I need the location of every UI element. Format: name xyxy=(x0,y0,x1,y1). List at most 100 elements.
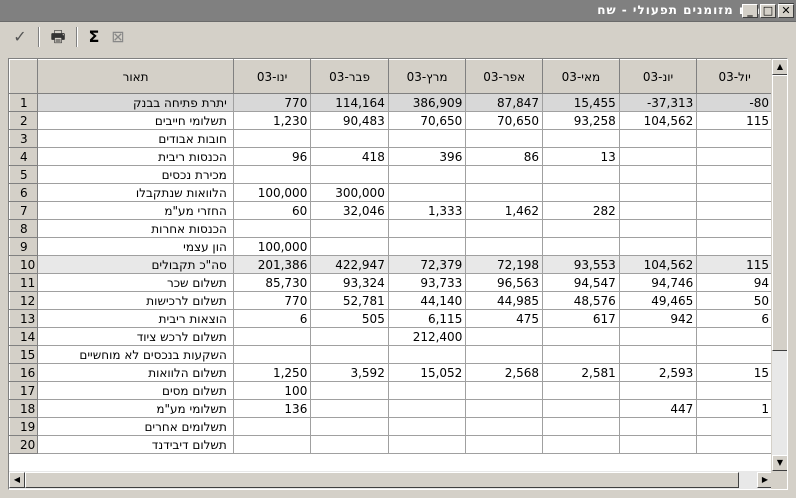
printer-icon[interactable]: 🖶 xyxy=(50,27,66,46)
value-cell[interactable]: 422,947 xyxy=(310,255,389,274)
row-number[interactable]: 19 xyxy=(9,417,39,436)
row-number[interactable]: 13 xyxy=(9,309,39,328)
value-cell[interactable] xyxy=(310,435,389,454)
value-cell[interactable]: -37,313 xyxy=(618,93,698,112)
description-header[interactable]: תאור xyxy=(37,59,234,94)
value-cell[interactable] xyxy=(310,399,389,418)
row-description[interactable]: תשלומי מע"מ xyxy=(37,399,234,418)
value-cell[interactable] xyxy=(618,327,698,346)
value-cell[interactable] xyxy=(618,165,698,184)
row-description[interactable]: תשלומי חייבים xyxy=(37,111,234,130)
value-cell[interactable] xyxy=(310,165,389,184)
value-cell[interactable] xyxy=(387,237,467,256)
row-description[interactable]: הון עצמי xyxy=(37,237,234,256)
value-cell[interactable] xyxy=(232,327,312,346)
minimize-button[interactable]: _ xyxy=(742,4,758,18)
value-cell[interactable] xyxy=(232,129,312,148)
close-button[interactable]: ✕ xyxy=(778,4,794,18)
row-description[interactable]: תשלום לרכישות xyxy=(37,291,234,310)
value-cell[interactable]: 386,909 xyxy=(387,93,467,112)
value-cell[interactable]: 770 xyxy=(232,93,312,112)
value-cell[interactable] xyxy=(696,147,773,166)
value-cell[interactable] xyxy=(542,381,620,400)
row-description[interactable]: תשלום דיבידנד xyxy=(37,435,234,454)
value-cell[interactable]: 115 xyxy=(696,255,773,274)
value-cell[interactable] xyxy=(542,219,620,238)
row-number[interactable]: 20 xyxy=(9,435,39,454)
value-cell[interactable] xyxy=(465,345,544,364)
value-cell[interactable]: 1 xyxy=(696,399,773,418)
value-cell[interactable]: 94,547 xyxy=(542,273,620,292)
maximize-button[interactable]: □ xyxy=(760,4,776,18)
value-cell[interactable]: 396 xyxy=(387,147,467,166)
value-cell[interactable]: 6 xyxy=(232,309,312,328)
value-cell[interactable]: 100,000 xyxy=(232,237,312,256)
month-header[interactable]: מרץ-03 xyxy=(387,59,467,94)
value-cell[interactable]: 86 xyxy=(465,147,544,166)
value-cell[interactable]: 70,650 xyxy=(387,111,467,130)
row-description[interactable]: תשלום לרכש ציוד xyxy=(37,327,234,346)
value-cell[interactable] xyxy=(387,417,467,436)
excel-icon[interactable]: ⊠ xyxy=(111,27,125,46)
value-cell[interactable]: 447 xyxy=(618,399,698,418)
value-cell[interactable]: 93,553 xyxy=(542,255,620,274)
value-cell[interactable]: 93,324 xyxy=(310,273,389,292)
value-cell[interactable] xyxy=(310,381,389,400)
check-icon[interactable]: ✓ xyxy=(13,27,27,46)
value-cell[interactable] xyxy=(696,165,773,184)
value-cell[interactable] xyxy=(542,237,620,256)
value-cell[interactable] xyxy=(310,417,389,436)
value-cell[interactable] xyxy=(310,129,389,148)
row-description[interactable]: תשלומים אחרים xyxy=(37,417,234,436)
row-number[interactable]: 3 xyxy=(9,129,39,148)
value-cell[interactable] xyxy=(696,129,773,148)
value-cell[interactable] xyxy=(465,435,544,454)
value-cell[interactable]: 1,250 xyxy=(232,363,312,382)
row-number[interactable]: 10 xyxy=(9,255,39,274)
value-cell[interactable] xyxy=(696,219,773,238)
value-cell[interactable] xyxy=(618,147,698,166)
value-cell[interactable]: 942 xyxy=(618,309,698,328)
value-cell[interactable]: 52,781 xyxy=(310,291,389,310)
row-number[interactable]: 17 xyxy=(9,381,39,400)
month-header[interactable]: מאי-03 xyxy=(542,59,620,94)
row-description[interactable]: תשלום שכר xyxy=(37,273,234,292)
value-cell[interactable]: 3,592 xyxy=(310,363,389,382)
value-cell[interactable] xyxy=(465,399,544,418)
value-cell[interactable] xyxy=(618,219,698,238)
value-cell[interactable] xyxy=(696,201,773,220)
value-cell[interactable] xyxy=(387,183,467,202)
value-cell[interactable] xyxy=(387,219,467,238)
value-cell[interactable]: 44,985 xyxy=(465,291,544,310)
value-cell[interactable] xyxy=(618,201,698,220)
value-cell[interactable]: 115 xyxy=(696,111,773,130)
value-cell[interactable] xyxy=(387,129,467,148)
row-number[interactable]: 7 xyxy=(9,201,39,220)
value-cell[interactable]: 2,581 xyxy=(542,363,620,382)
horizontal-scrollbar[interactable]: ◀ ▶ xyxy=(9,471,773,489)
value-cell[interactable]: 1,333 xyxy=(387,201,467,220)
value-cell[interactable]: 15,455 xyxy=(542,93,620,112)
value-cell[interactable]: 96,563 xyxy=(465,273,544,292)
value-cell[interactable]: 505 xyxy=(310,309,389,328)
value-cell[interactable] xyxy=(618,237,698,256)
value-cell[interactable]: 94 xyxy=(696,273,773,292)
value-cell[interactable] xyxy=(542,165,620,184)
value-cell[interactable]: 212,400 xyxy=(387,327,467,346)
value-cell[interactable]: 1,230 xyxy=(232,111,312,130)
value-cell[interactable]: 85,730 xyxy=(232,273,312,292)
value-cell[interactable]: 418 xyxy=(310,147,389,166)
scroll-down-button[interactable]: ▼ xyxy=(772,455,787,471)
row-number[interactable]: 4 xyxy=(9,147,39,166)
row-number[interactable]: 16 xyxy=(9,363,39,382)
value-cell[interactable] xyxy=(232,165,312,184)
value-cell[interactable]: 6,115 xyxy=(387,309,467,328)
value-cell[interactable] xyxy=(618,417,698,436)
row-description[interactable]: יתרת פתיחה בבנק xyxy=(37,93,234,112)
value-cell[interactable] xyxy=(696,327,773,346)
value-cell[interactable] xyxy=(387,381,467,400)
row-description[interactable]: השקעות בנכסים לא מוחשיים xyxy=(37,345,234,364)
row-description[interactable]: סה"כ תקבולים xyxy=(37,255,234,274)
value-cell[interactable] xyxy=(232,435,312,454)
vertical-scrollbar[interactable]: ▲ ▼ xyxy=(771,59,787,471)
